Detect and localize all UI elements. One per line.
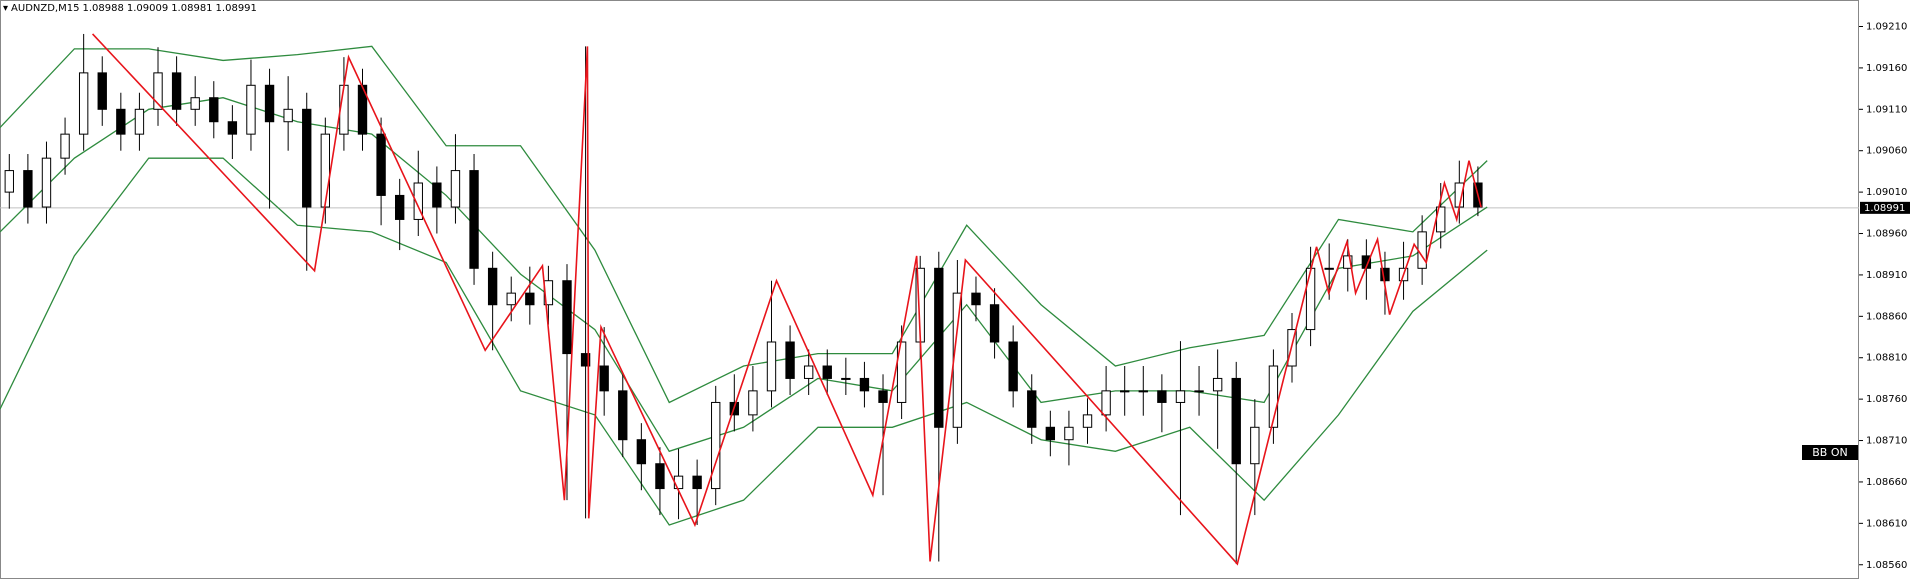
ohlc-high: 1.09009	[126, 3, 169, 14]
candle-body	[116, 108, 126, 135]
candle-body	[1268, 365, 1279, 428]
candle-body	[469, 170, 479, 269]
candle-body	[692, 475, 702, 490]
y-tick-label: 1.09060	[1866, 146, 1907, 157]
collapse-icon: ▾	[3, 3, 9, 14]
candle-body	[283, 108, 293, 123]
candle-body	[655, 463, 665, 490]
bollinger-band	[0, 97, 1488, 453]
y-tick-label: 1.08710	[1866, 436, 1907, 447]
candle-body	[1417, 231, 1427, 269]
candle-body	[841, 377, 851, 380]
candle-body	[134, 108, 145, 135]
candle-body	[1231, 377, 1241, 465]
y-tick-label: 1.09110	[1866, 104, 1907, 115]
candle-body	[1157, 390, 1167, 403]
candle-body	[1250, 426, 1260, 465]
candle-body	[1305, 267, 1316, 331]
candle-body	[1082, 414, 1093, 428]
y-tick-label: 1.08760	[1866, 394, 1907, 405]
candle-body	[748, 390, 758, 416]
y-tick-label: 1.09010	[1866, 187, 1907, 198]
y-tick-label: 1.09210	[1866, 21, 1907, 32]
candle-body	[450, 170, 461, 208]
candle-body	[432, 182, 442, 208]
candle-body	[711, 401, 721, 490]
candle-body	[23, 170, 33, 208]
ohlc-open: 1.08988	[82, 3, 124, 14]
candle-body	[1045, 426, 1056, 441]
candle-body	[97, 72, 107, 110]
candle-body	[822, 365, 832, 379]
candle-body	[41, 157, 52, 208]
candle-body	[153, 72, 163, 110]
candle-body	[1343, 255, 1353, 269]
candle-body	[803, 365, 814, 379]
candle-body	[264, 84, 275, 123]
current-price-box	[1860, 201, 1910, 214]
candle-body	[246, 84, 256, 135]
chart-header: ▾ AUDNZD,M15 1.08988 1.09009 1.08981 1.08991	[3, 3, 260, 14]
candle-body	[190, 97, 200, 110]
plot-frame	[0, 0, 1859, 579]
candle-body	[525, 292, 535, 306]
y-tick-label: 1.08560	[1866, 560, 1907, 571]
candle-body	[580, 353, 591, 367]
y-tick-label: 1.08960	[1866, 229, 1907, 240]
candle-body	[859, 377, 870, 392]
candle-body	[971, 292, 981, 306]
candle-body	[1101, 390, 1111, 416]
candle-body	[618, 390, 628, 441]
candle-body	[673, 475, 684, 490]
candle-body	[766, 341, 777, 392]
candle-body	[1027, 390, 1037, 428]
candle-body	[1138, 390, 1148, 393]
candle-body	[934, 267, 944, 428]
candle-body	[1120, 390, 1130, 393]
candle-body	[1175, 390, 1186, 403]
symbol-label: AUDNZD,M15	[11, 3, 80, 14]
candle-body	[506, 292, 516, 306]
candle-body	[395, 194, 405, 220]
candle-body	[209, 97, 219, 123]
candle-body	[989, 304, 1000, 343]
y-tick-label: 1.08910	[1866, 270, 1907, 281]
ohlc-close: 1.08991	[215, 3, 257, 14]
current-price-label: 1.08991	[1864, 203, 1905, 214]
candle-body	[171, 72, 182, 110]
candle-body	[1324, 267, 1334, 270]
candle-body	[4, 170, 14, 193]
candle-body	[1194, 390, 1204, 393]
candle-body	[376, 133, 386, 196]
y-tick-label: 1.09160	[1866, 63, 1907, 74]
bollinger-band	[0, 45, 1488, 404]
candle-body	[636, 439, 647, 465]
y-tick-label: 1.08810	[1866, 353, 1907, 364]
candle-body	[952, 292, 963, 428]
candle-body	[562, 280, 572, 355]
candle-body	[60, 133, 70, 159]
bb-toggle-button[interactable]: BB ON	[1802, 445, 1858, 460]
candle-body	[599, 365, 609, 392]
candle-body	[785, 341, 795, 379]
ohlc-low: 1.08981	[171, 3, 213, 14]
candle-body	[487, 267, 498, 306]
candle-body	[1064, 426, 1074, 441]
candle-body	[302, 108, 312, 208]
y-tick-label: 1.08860	[1866, 311, 1907, 322]
candle-body	[1212, 377, 1223, 392]
candle-body	[878, 390, 888, 403]
candle-body	[1008, 341, 1018, 392]
candle-body	[320, 133, 331, 208]
bollinger-band	[0, 157, 1488, 526]
candle-body	[78, 72, 89, 135]
candle-body	[227, 121, 238, 135]
y-tick-label: 1.08610	[1866, 518, 1907, 529]
y-tick-label: 1.08660	[1866, 477, 1907, 488]
candle-body	[413, 182, 423, 220]
zigzag-line	[91, 33, 1482, 566]
